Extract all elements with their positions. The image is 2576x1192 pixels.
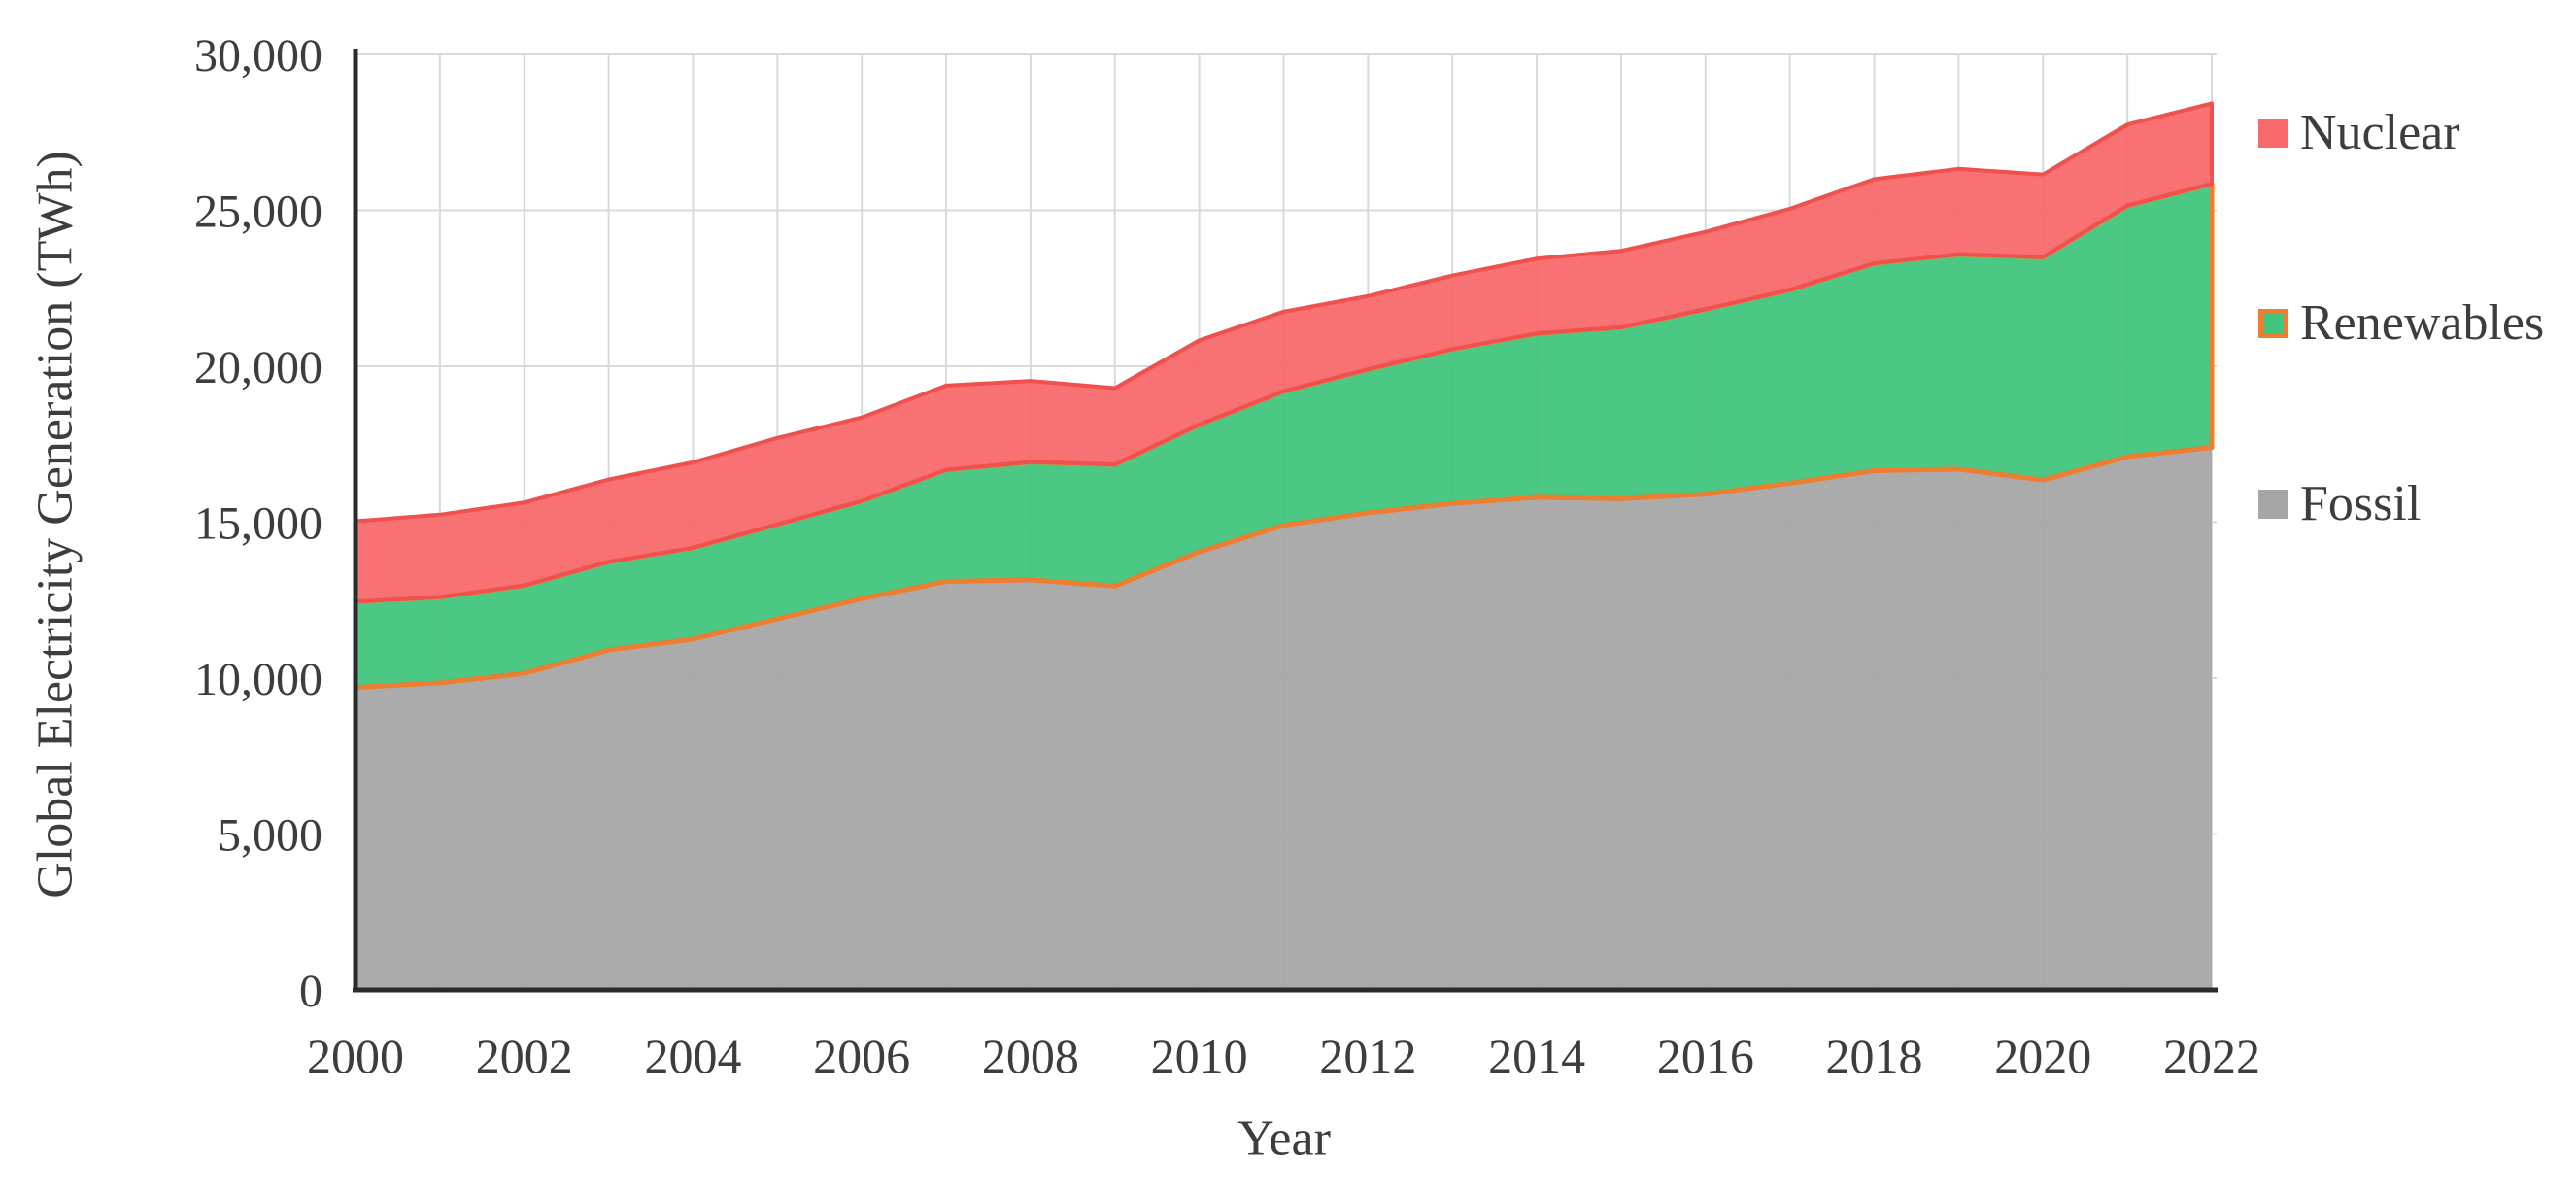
x-tick-label: 2010 [1151,1029,1248,1083]
y-tick-label: 10,000 [194,654,322,705]
x-tick-label: 2020 [1994,1029,2091,1083]
nuclear-swatch-icon [2258,119,2288,148]
legend-item-fossil: Fossil [2258,475,2421,533]
x-tick-label: 2000 [307,1029,404,1083]
x-tick-label: 2006 [813,1029,910,1083]
x-tick-label: 2018 [1826,1029,1923,1083]
y-tick-label: 5,000 [218,810,322,862]
x-tick-label: 2008 [982,1029,1079,1083]
y-tick-label: 25,000 [194,187,322,238]
x-axis-title: Year [1237,1110,1331,1167]
y-tick-label: 15,000 [194,498,322,550]
legend-label-nuclear: Nuclear [2300,105,2460,160]
x-tick-label: 2002 [476,1029,573,1083]
legend-item-renewables: Renewables [2258,294,2544,353]
y-tick-label: 0 [299,966,322,1017]
legend: Nuclear Renewables Fossil [2258,0,2576,1192]
x-tick-label: 2022 [2163,1029,2260,1083]
fossil-swatch-icon [2258,490,2288,519]
x-tick-label: 2004 [644,1029,741,1083]
x-tick-label: 2014 [1488,1029,1585,1083]
legend-item-nuclear: Nuclear [2258,104,2460,162]
area-fossil [356,447,2212,991]
legend-label-fossil: Fossil [2300,476,2422,531]
y-axis-title: Global Electricity Generation (TWh) [27,151,84,899]
x-tick-label: 2012 [1319,1029,1416,1083]
renewables-swatch-icon [2258,309,2288,338]
y-tick-label: 30,000 [194,30,322,82]
legend-label-renewables: Renewables [2300,295,2545,351]
y-tick-label: 20,000 [194,342,322,393]
area-nuclear [354,101,2214,604]
x-tick-label: 2016 [1657,1029,1754,1083]
